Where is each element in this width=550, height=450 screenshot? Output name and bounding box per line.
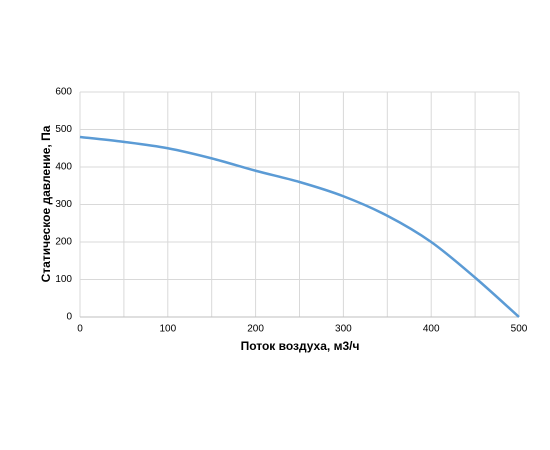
y-tick-label: 500 — [55, 124, 72, 135]
x-tick-label: 0 — [77, 324, 83, 335]
x-tick-label: 300 — [335, 324, 352, 335]
y-tick-label: 100 — [55, 274, 72, 285]
y-tick-label: 300 — [55, 199, 72, 210]
x-tick-label: 400 — [423, 324, 440, 335]
y-tick-label: 600 — [55, 87, 72, 98]
x-tick-label: 500 — [511, 324, 528, 335]
y-axis-title: Статическое давление, Па — [39, 125, 53, 282]
data-line — [79, 135, 520, 318]
x-tick-label: 100 — [159, 324, 176, 335]
x-axis-title: Поток воздуха, м3/ч — [241, 339, 360, 353]
y-tick-label: 400 — [55, 162, 72, 173]
x-tick-label: 200 — [247, 324, 264, 335]
y-tick-label: 0 — [66, 312, 72, 323]
y-tick-label: 200 — [55, 237, 72, 248]
